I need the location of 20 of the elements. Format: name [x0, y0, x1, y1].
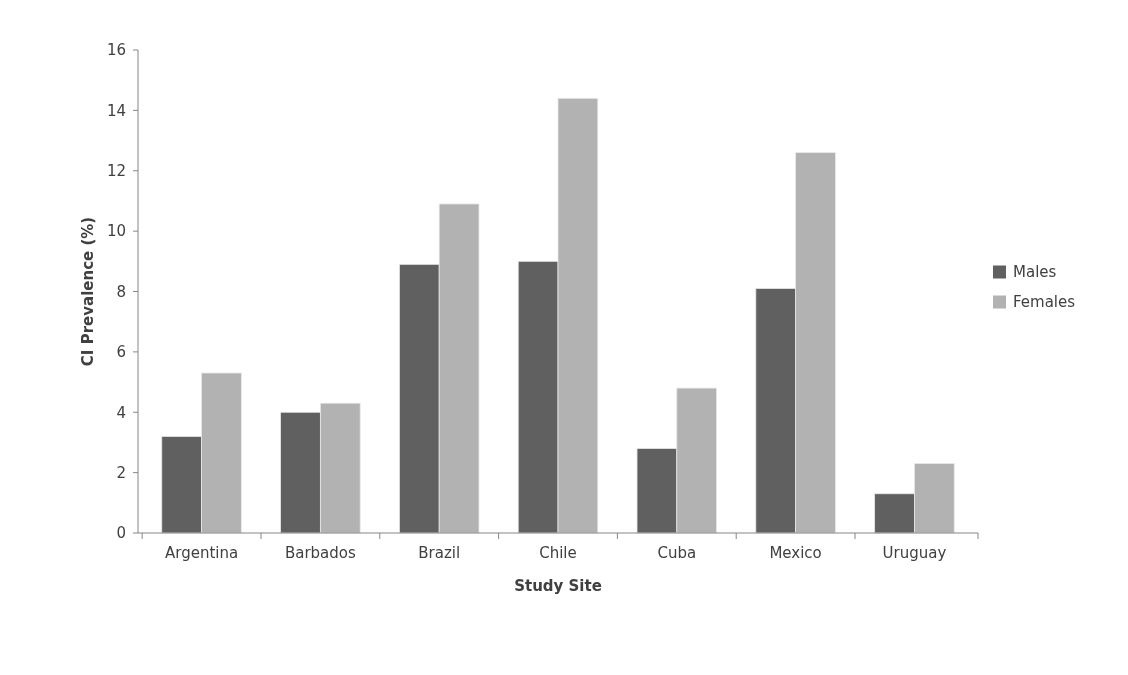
x-tick-label: Uruguay: [882, 544, 947, 562]
y-tick-label: 0: [116, 524, 126, 543]
legend-label: Males: [1013, 262, 1057, 281]
y-tick-label: 12: [106, 162, 126, 180]
x-tick-label: Brazil: [418, 544, 461, 562]
y-axis-title: CI Prevalence (%): [79, 216, 97, 367]
x-tick-label: Argentina: [164, 544, 239, 562]
y-tick-label: 16: [106, 41, 126, 60]
y-tick-label: 2: [116, 463, 126, 482]
x-axis-title: Study Site: [514, 577, 602, 595]
y-tick-label: 8: [116, 282, 126, 301]
y-tick-label: 4: [116, 403, 126, 422]
y-tick-label: 14: [106, 101, 126, 120]
x-tick-label: Chile: [539, 544, 577, 562]
legend-label: Females: [1013, 292, 1076, 311]
x-tick-label: Barbados: [284, 544, 356, 562]
y-tick-label: 10: [106, 222, 126, 241]
y-tick-label: 6: [116, 343, 126, 362]
x-tick-label: Cuba: [657, 544, 697, 562]
x-tick-label: Mexico: [769, 544, 822, 562]
